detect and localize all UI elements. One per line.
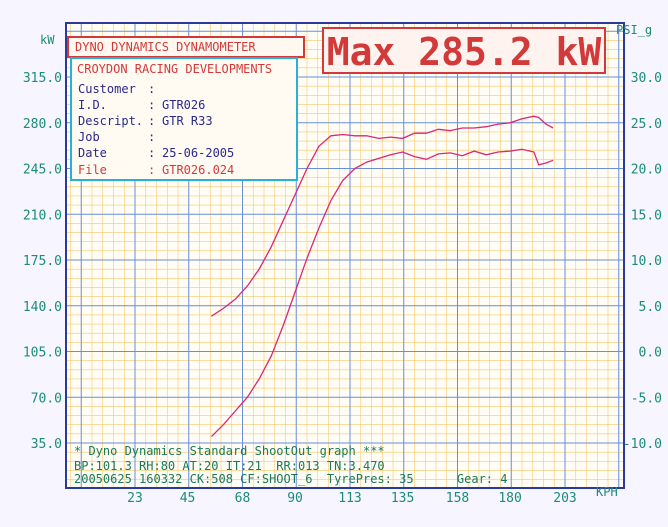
info-value: 25-06-2005	[162, 146, 235, 160]
max-power-readout: Max 285.2 kW	[322, 27, 606, 74]
y-left-tick-label: 35.0	[31, 437, 62, 452]
info-value: GTR R33	[162, 114, 213, 128]
y-left-tick-label: 280.0	[23, 117, 62, 132]
x-tick-label: 203	[553, 491, 576, 506]
info-row-file: File: GTR026.024	[78, 163, 234, 177]
y-right-tick-label: 5.0	[639, 300, 662, 315]
x-tick-label: 90	[287, 491, 303, 506]
vehicle-info-panel: CROYDON RACING DEVELOPMENTS Customer: I.…	[70, 57, 298, 181]
x-tick-label: 113	[338, 491, 361, 506]
y-right-tick-label: 20.0	[631, 163, 662, 178]
info-label: Descript.	[78, 114, 144, 128]
x-unit: KPH	[596, 485, 618, 499]
x-ticks: 23 45 68 90 113 135 158 180 203	[127, 491, 577, 506]
x-tick-label: 135	[391, 491, 414, 506]
y-left-tick-label: 70.0	[31, 391, 62, 406]
footer-line-1: * Dyno Dynamics Standard ShootOut graph …	[74, 444, 385, 458]
y-left-tick-label: 140.0	[23, 300, 62, 315]
info-label: Customer	[78, 82, 136, 96]
info-row-customer: Customer:	[78, 82, 162, 96]
y-right-tick-label: -10.0	[623, 437, 662, 452]
y-right-tick-label: -5.0	[631, 391, 662, 406]
dyno-title: DYNO DYNAMICS DYNAMOMETER	[67, 36, 305, 58]
plot-frame	[65, 22, 625, 489]
info-row-job: Job:	[78, 130, 162, 144]
y-right-tick-label: 25.0	[631, 117, 662, 132]
y-right-tick-label: 10.0	[631, 254, 662, 269]
info-sep: :	[148, 98, 156, 112]
x-tick-label: 158	[446, 491, 469, 506]
info-sep: :	[148, 163, 156, 177]
info-sep: :	[148, 82, 156, 96]
footer-line-3: 20050625 160332 CK:508 CF:SHOOT_6 TyrePr…	[74, 472, 508, 486]
info-sep: :	[148, 130, 156, 144]
info-sep: :	[148, 114, 156, 128]
company-name: CROYDON RACING DEVELOPMENTS	[77, 62, 273, 76]
info-label: Job	[78, 130, 100, 144]
y-left-tick-label: 175.0	[23, 254, 62, 269]
y-right-tick-label: 30.0	[631, 71, 662, 86]
y-right-unit: PSI_g	[616, 23, 652, 37]
footer-line-2: BP:101.3 RH:80 AT:20 IT:21 RR:013 TN:3.4…	[74, 459, 385, 473]
y-left-unit: kW	[40, 33, 55, 47]
x-tick-label: 45	[180, 491, 196, 506]
series-group	[210, 115, 554, 438]
y-left-tick-label: 210.0	[23, 208, 62, 223]
y-right-ticks: -10.0 -5.0 0.0 5.0 10.0 15.0 20.0 25.0 30.0	[623, 71, 662, 452]
info-row-description: Descript.: GTR R33	[78, 114, 213, 128]
info-value: GTR026	[162, 98, 206, 112]
info-label: Date	[78, 146, 107, 160]
series-line-1	[211, 115, 554, 317]
info-row-date: Date:25-06-2005	[78, 146, 234, 160]
info-sep: :	[148, 146, 156, 160]
y-left-tick-label: 245.0	[23, 163, 62, 178]
y-left-tick-label: 315.0	[23, 71, 62, 86]
x-tick-label: 180	[498, 491, 521, 506]
info-row-id: I.D.: GTR026	[78, 98, 205, 112]
info-label: I.D.	[78, 98, 107, 112]
y-left-ticks: 35.0 70.0 105.0 140.0 175.0 210.0 245.0 280.0 31…	[23, 71, 62, 452]
y-left-tick-label: 105.0	[23, 346, 62, 361]
info-label: File	[78, 163, 107, 177]
y-right-tick-label: 0.0	[639, 346, 662, 361]
x-tick-label: 68	[235, 491, 251, 506]
info-value: GTR026.024	[162, 163, 235, 177]
y-right-tick-label: 15.0	[631, 208, 662, 223]
x-tick-label: 23	[127, 491, 143, 506]
series-line-2	[210, 148, 554, 438]
